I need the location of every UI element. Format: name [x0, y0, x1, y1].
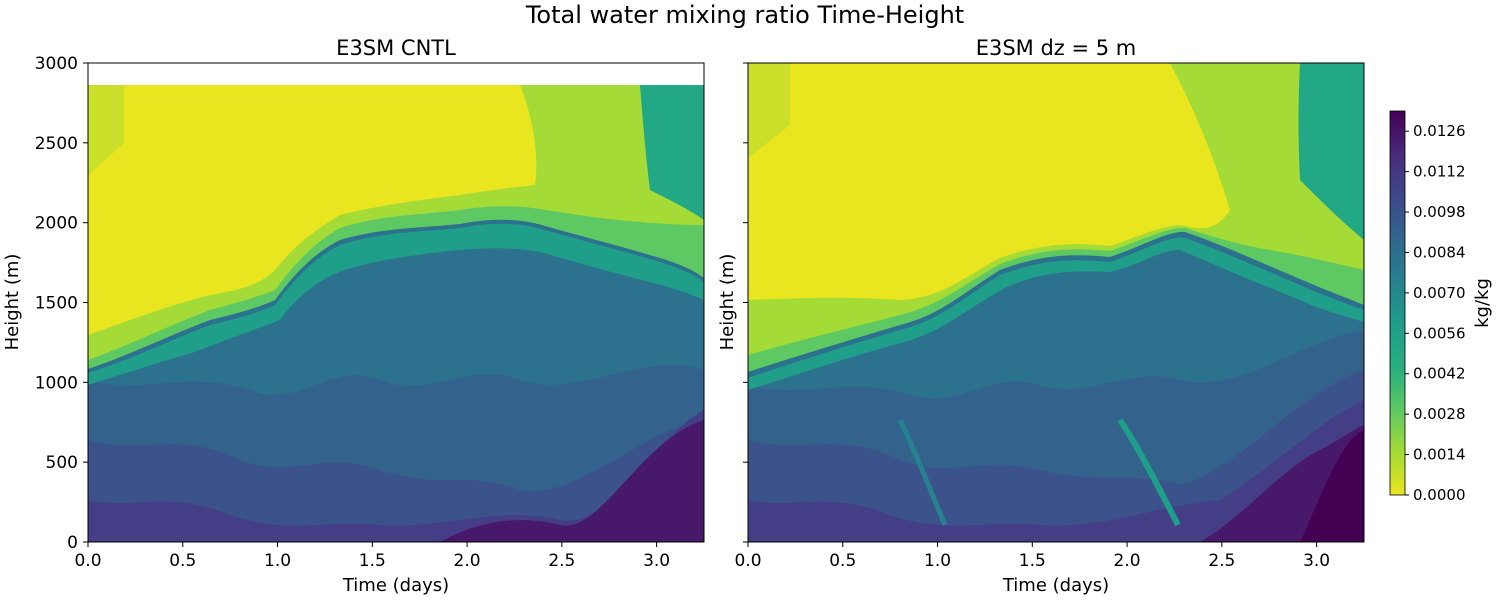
x-ticks-cntl: 0.0 0.5 1.0 1.5 2.0 2.5 3.0 [74, 542, 670, 571]
y-tick-label: 500 [46, 453, 78, 473]
colorbar-tick-label: 0.0042 [1413, 365, 1466, 383]
colorbar-label: kg/kg [1472, 278, 1493, 328]
x-tick-label: 2.5 [1208, 551, 1235, 571]
figure-title: Total water mixing ratio Time-Height [525, 1, 964, 29]
colorbar-tick-label: 0.0098 [1413, 203, 1466, 221]
x-tick-label: 2.5 [548, 551, 575, 571]
panel-title-cntl: E3SM CNTL [336, 36, 456, 60]
x-tick-label: 1.5 [359, 551, 386, 571]
x-tick-label: 0.5 [829, 551, 856, 571]
y-tick-label: 1000 [35, 373, 78, 393]
x-axis-label-dz5: Time (days) [1002, 575, 1109, 596]
contour-field-cntl [88, 63, 704, 542]
y-axis-label-dz5: Height (m) [717, 254, 738, 351]
panel-title-dz5: E3SM dz = 5 m [976, 36, 1137, 60]
x-tick-label: 1.0 [264, 551, 291, 571]
x-tick-label: 1.5 [1019, 551, 1046, 571]
colorbar-tick-label: 0.0028 [1413, 405, 1466, 423]
y-tick-label: 1500 [35, 294, 78, 314]
contour-field-dz5 [748, 63, 1364, 542]
y-tick-label: 3000 [35, 54, 78, 74]
colorbar-tick-label: 0.0000 [1413, 486, 1466, 504]
colorbar-tick-label: 0.0126 [1413, 122, 1466, 140]
colorbar-tick-label: 0.0056 [1413, 324, 1466, 342]
y-axis-label-cntl: Height (m) [2, 254, 23, 351]
y-tick-label: 2000 [35, 214, 78, 234]
y-ticks-cntl: 0 500 1000 1500 2000 2500 3000 [35, 54, 88, 553]
panel-cntl: E3SM CNTL 0.0 0.5 1.0 1.5 2.0 2.5 3.0 0 500 1000… [2, 36, 705, 596]
x-tick-label: 2.0 [454, 551, 481, 571]
x-tick-label: 0.0 [74, 551, 101, 571]
x-tick-label: 1.0 [924, 551, 951, 571]
x-tick-label: 3.0 [643, 551, 670, 571]
y-tick-label: 2500 [35, 134, 78, 154]
x-tick-label: 0.5 [169, 551, 196, 571]
y-tick-label: 0 [67, 533, 78, 553]
colorbar-gradient [1389, 110, 1406, 496]
colorbar: 0.0000 0.0014 0.0028 0.0042 0.0056 0.0070 0.00… [1389, 110, 1493, 504]
x-tick-label: 2.0 [1114, 551, 1141, 571]
y-ticks-dz5 [743, 62, 748, 543]
colorbar-ticks: 0.0000 0.0014 0.0028 0.0042 0.0056 0.0070 0.00… [1405, 122, 1466, 504]
x-ticks-dz5: 0.0 0.5 1.0 1.5 2.0 2.5 3.0 [734, 542, 1330, 571]
x-tick-label: 3.0 [1303, 551, 1330, 571]
colorbar-tick-label: 0.0070 [1413, 284, 1466, 302]
colorbar-tick-label: 0.0014 [1413, 446, 1466, 464]
colorbar-tick-label: 0.0084 [1413, 243, 1466, 261]
panel-dz5: E3SM dz = 5 m 0.0 0.5 1.0 1.5 2.0 2.5 3.0 Time… [717, 36, 1365, 596]
x-axis-label-cntl: Time (days) [342, 575, 449, 596]
x-tick-label: 0.0 [734, 551, 761, 571]
colorbar-tick-label: 0.0112 [1413, 163, 1466, 181]
